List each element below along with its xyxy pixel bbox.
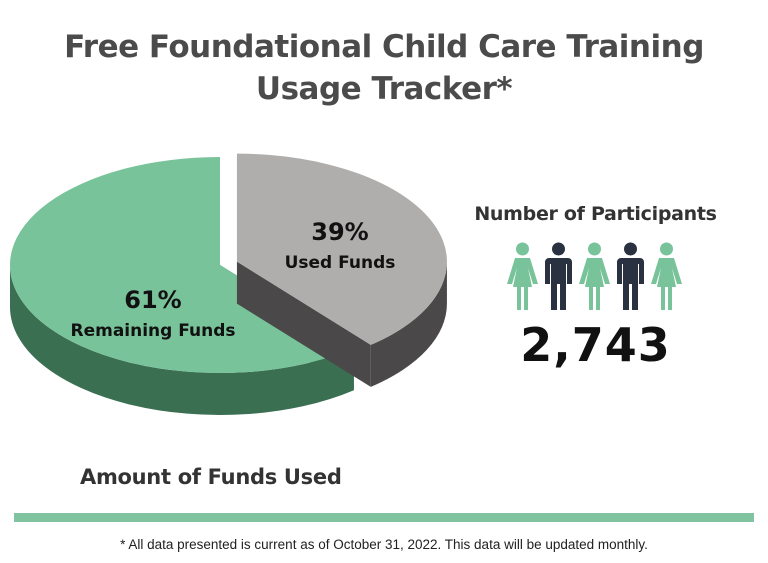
participant-count: 2,743 — [520, 318, 671, 372]
slice-used-funds-side — [370, 261, 447, 387]
participants-title: Number of Participants — [474, 203, 717, 225]
remaining-funds-label: Remaining Funds — [70, 321, 235, 341]
female-person-icon — [507, 242, 538, 310]
page-title-line-1: Free Foundational Child Care Training — [64, 29, 704, 65]
female-person-icon — [651, 242, 682, 310]
footnote: * All data presented is current as of Oc… — [120, 537, 648, 552]
page-title: Free Foundational Child Care Training Us… — [0, 26, 768, 110]
slice-used-funds — [236, 153, 447, 387]
slice-used-funds-top — [236, 153, 447, 345]
participant-icons — [506, 242, 683, 312]
remaining-funds-percent: 61% — [124, 286, 181, 314]
funds-pie-chart: 39% Used Funds 61% Remaining Funds — [10, 153, 447, 415]
male-person-icon — [617, 242, 644, 310]
slice-remaining-funds-side — [10, 265, 354, 415]
female-person-icon — [579, 242, 610, 310]
slice-used-funds-cut-face-2 — [236, 261, 371, 387]
used-funds-label: Used Funds — [285, 253, 396, 273]
male-person-icon — [545, 242, 572, 310]
page-title-line-2: Usage Tracker* — [255, 71, 513, 107]
chart-caption: Amount of Funds Used — [80, 465, 342, 489]
used-funds-percent: 39% — [311, 218, 368, 246]
divider — [14, 513, 754, 522]
